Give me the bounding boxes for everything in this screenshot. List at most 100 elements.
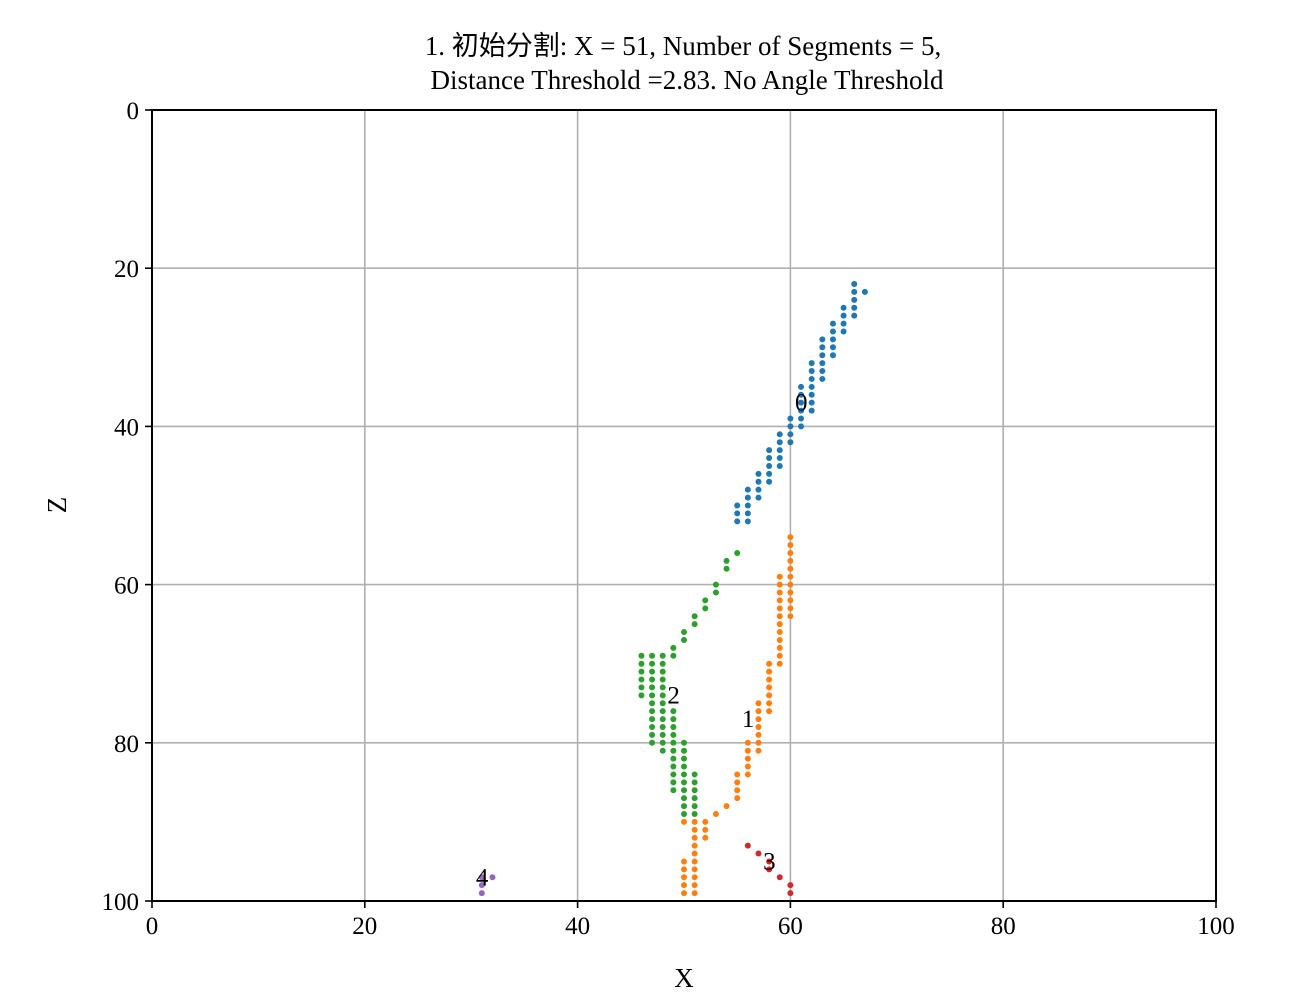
data-point (691, 834, 698, 841)
data-point (691, 858, 698, 865)
data-point (744, 747, 751, 754)
data-point (670, 787, 677, 794)
data-point (659, 716, 666, 723)
data-point (766, 668, 773, 675)
data-point (766, 866, 773, 873)
data-point (755, 747, 762, 754)
data-point (638, 692, 645, 699)
data-point (766, 478, 773, 485)
x-axis-label: X (674, 963, 694, 993)
data-point (808, 399, 815, 406)
segment-4-points (478, 874, 496, 897)
data-point (840, 320, 847, 327)
data-point (681, 858, 687, 865)
data-point (787, 431, 794, 438)
data-point (691, 882, 698, 889)
data-point (734, 502, 741, 509)
data-point (829, 352, 836, 359)
data-point (659, 700, 666, 707)
data-point (659, 684, 666, 691)
segment-1-points (681, 534, 794, 897)
data-point (723, 565, 730, 572)
data-point (776, 613, 783, 620)
data-point (808, 383, 815, 390)
data-point (659, 747, 666, 754)
data-point (659, 723, 666, 730)
data-point (712, 581, 719, 588)
data-point (681, 739, 687, 746)
data-point (649, 676, 656, 683)
y-tick-label: 40 (114, 414, 139, 441)
data-point (681, 779, 687, 786)
data-point (851, 304, 858, 311)
data-point (681, 795, 687, 802)
data-point (744, 494, 751, 501)
data-point (681, 747, 687, 754)
x-tick-label: 100 (1197, 913, 1235, 940)
data-point (670, 779, 677, 786)
segment-0-points (734, 281, 868, 525)
segment-label: 4 (476, 864, 489, 891)
data-point (670, 716, 677, 723)
data-point (681, 874, 687, 881)
data-point (744, 486, 751, 493)
data-point (808, 368, 815, 375)
data-point (734, 779, 741, 786)
data-point (776, 652, 783, 659)
data-point (659, 668, 666, 675)
data-point (787, 423, 794, 430)
data-point (766, 455, 773, 462)
data-point (840, 312, 847, 319)
data-point (766, 660, 773, 667)
data-point (702, 605, 709, 612)
data-point (638, 660, 645, 667)
data-point (755, 478, 762, 485)
data-point (723, 557, 730, 564)
data-point (776, 874, 783, 881)
data-point (787, 415, 794, 422)
data-point (819, 344, 826, 351)
data-point (638, 676, 645, 683)
data-point (723, 803, 730, 810)
data-point (489, 874, 496, 881)
data-point (670, 747, 677, 754)
data-point (766, 447, 773, 454)
data-point (851, 288, 858, 295)
data-point (681, 636, 687, 643)
data-point (649, 652, 656, 659)
data-point (670, 731, 677, 738)
data-point (681, 890, 687, 897)
data-point (808, 360, 815, 367)
data-point (649, 716, 656, 723)
data-point (691, 826, 698, 833)
x-tick-label: 0 (146, 913, 159, 940)
data-point (744, 739, 751, 746)
data-point (744, 755, 751, 762)
data-point (734, 771, 741, 778)
data-point (681, 771, 687, 778)
data-point (734, 510, 741, 517)
data-point (744, 763, 751, 770)
data-point (776, 597, 783, 604)
data-point (670, 763, 677, 770)
data-point (659, 660, 666, 667)
data-point (851, 296, 858, 303)
data-point (776, 589, 783, 596)
data-point (691, 810, 698, 817)
data-point (670, 708, 677, 715)
data-point (670, 771, 677, 778)
data-point (659, 739, 666, 746)
data-point (829, 336, 836, 343)
data-point (787, 439, 794, 446)
data-point (851, 281, 858, 288)
data-point (798, 415, 805, 422)
data-point (787, 882, 794, 889)
data-point (755, 470, 762, 477)
y-axis-label: Z (42, 497, 72, 514)
data-point (766, 700, 773, 707)
segment-label: 3 (763, 848, 776, 875)
data-point (702, 834, 709, 841)
data-point (766, 676, 773, 683)
